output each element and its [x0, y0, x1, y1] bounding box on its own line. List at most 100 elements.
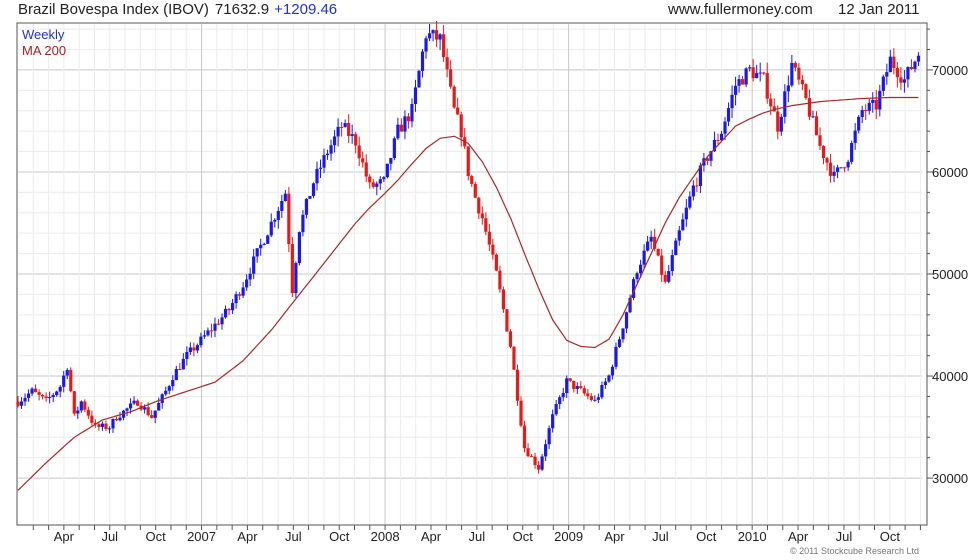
down-bar — [364, 162, 368, 177]
up-bar — [427, 33, 432, 39]
down-bar — [442, 34, 446, 58]
up-bar — [913, 61, 917, 70]
up-bar — [916, 55, 921, 62]
up-bar — [382, 177, 386, 180]
down-bar — [501, 289, 506, 310]
down-bar — [477, 197, 481, 214]
x-tick-label: Oct — [146, 529, 167, 544]
down-bar — [818, 135, 822, 146]
up-bar — [332, 136, 337, 146]
down-bar — [86, 409, 90, 416]
up-bar — [667, 271, 671, 282]
ma200-line — [17, 96, 919, 491]
down-bar — [238, 294, 242, 296]
down-bar — [804, 84, 808, 99]
down-bar — [519, 400, 523, 426]
up-bar — [311, 183, 316, 197]
up-bar — [878, 90, 882, 110]
up-bar — [185, 352, 189, 359]
down-bar — [227, 308, 231, 311]
up-bar — [730, 94, 734, 109]
down-bar — [192, 347, 196, 351]
up-bar — [554, 404, 558, 415]
down-bar — [589, 396, 593, 400]
up-bar — [343, 123, 347, 127]
up-bar — [871, 99, 875, 103]
up-bar — [171, 380, 175, 387]
down-bar — [864, 110, 868, 112]
up-bar — [262, 243, 266, 245]
x-tick-label: Jul — [285, 529, 302, 544]
up-bar — [424, 38, 428, 52]
down-bar — [572, 380, 576, 389]
down-bar — [765, 73, 769, 99]
up-bar — [888, 56, 892, 73]
up-bar — [65, 369, 69, 376]
up-bar — [76, 410, 80, 414]
down-bar — [287, 193, 291, 245]
chart-title: Brazil Bovespa Index (IBOV) — [18, 1, 209, 18]
up-bar — [748, 67, 752, 69]
up-bar — [628, 297, 632, 313]
up-bar — [561, 392, 565, 398]
up-bar — [223, 308, 228, 318]
x-tick-label: Apr — [237, 529, 258, 544]
up-bar — [118, 417, 122, 421]
x-tick-label: Oct — [696, 529, 717, 544]
price-change: +1209.46 — [274, 1, 338, 18]
up-bar — [294, 263, 298, 294]
copyright: © 2011 Stockcube Research Ltd — [790, 546, 919, 556]
up-bar — [860, 110, 864, 117]
up-bar — [125, 408, 129, 411]
down-bar — [807, 98, 812, 117]
down-bar — [406, 116, 411, 122]
up-bar — [107, 428, 112, 430]
down-bar — [33, 388, 38, 393]
up-bar — [811, 116, 815, 118]
up-bar — [143, 407, 147, 410]
down-bar — [821, 145, 826, 159]
down-bar — [434, 30, 439, 40]
down-bar — [895, 68, 899, 78]
up-bar — [19, 401, 24, 406]
down-bar — [44, 396, 48, 398]
down-bar — [466, 146, 470, 177]
up-bar — [853, 130, 857, 144]
up-bar — [202, 335, 207, 337]
up-bar — [885, 72, 889, 77]
up-bar — [153, 410, 157, 418]
up-bar — [234, 294, 238, 304]
up-bar — [846, 161, 850, 168]
chart-header: Brazil Bovespa Index (IBOV) 71632.9 +120… — [0, 0, 980, 22]
up-bar — [315, 168, 319, 184]
down-bar — [741, 79, 745, 85]
up-bar — [624, 312, 629, 329]
up-bar — [308, 196, 312, 199]
up-bar — [906, 66, 910, 80]
down-bar — [487, 231, 491, 245]
up-bar — [758, 72, 762, 74]
y-tick-label: 60000 — [932, 165, 968, 180]
x-tick-label: Oct — [329, 529, 350, 544]
up-bar — [726, 108, 731, 122]
up-bar — [688, 196, 692, 208]
up-bar — [100, 423, 105, 427]
up-bar — [681, 219, 685, 231]
down-bar — [114, 418, 119, 421]
down-bar — [290, 244, 294, 294]
up-bar — [575, 386, 579, 389]
up-bar — [691, 185, 695, 197]
up-bar — [167, 386, 171, 391]
up-bar — [79, 401, 83, 411]
x-tick-label: Apr — [604, 529, 625, 544]
down-bar — [663, 274, 667, 282]
down-bar — [340, 126, 344, 128]
up-bar — [62, 375, 66, 387]
down-bar — [83, 401, 87, 410]
down-bar — [579, 386, 583, 389]
down-bar — [41, 394, 45, 397]
down-bar — [705, 158, 710, 161]
x-tick-label: 2010 — [738, 529, 767, 544]
up-bar — [318, 167, 323, 169]
up-bar — [638, 264, 643, 274]
